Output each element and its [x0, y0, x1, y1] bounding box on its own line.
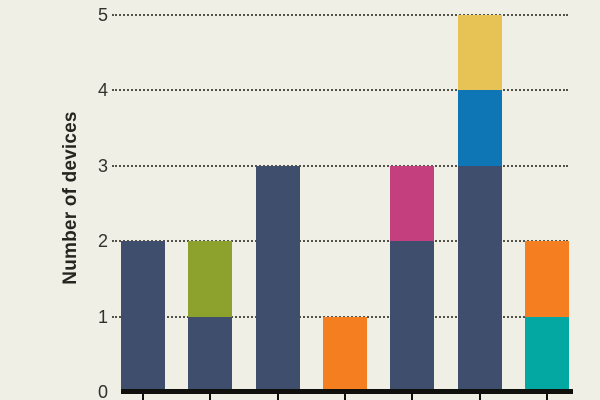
gridline-y-3 [112, 164, 568, 167]
bar-6-segment-navy [457, 165, 502, 392]
bar-2-segment-olive [188, 241, 233, 317]
x-axis-tick-7 [545, 394, 548, 400]
bar-2 [188, 241, 233, 392]
bar-5 [390, 165, 435, 392]
bar-7-segment-teal [524, 316, 569, 392]
bar-1-segment-navy [121, 241, 165, 392]
bar-3-segment-navy [255, 165, 300, 392]
bar-6-segment-blue [457, 90, 502, 166]
bar-7-segment-orange [524, 241, 569, 317]
y-tick-label-1: 1 [97, 306, 108, 327]
gridline-y-5 [112, 13, 568, 16]
bar-7 [524, 241, 569, 392]
bar-3 [255, 165, 300, 392]
gridline-y-2 [112, 240, 568, 242]
bar-5-segment-navy [390, 241, 435, 392]
y-tick-label-4: 4 [97, 80, 108, 100]
bar-2-segment-navy [188, 316, 233, 392]
bar-1 [121, 241, 165, 392]
bar-5-segment-magenta [390, 165, 435, 241]
y-axis-title: Number of devices [60, 111, 81, 285]
x-axis-line [121, 389, 573, 394]
y-tick-label-3: 3 [97, 155, 108, 176]
x-axis-tick-4 [343, 394, 346, 400]
x-axis-tick-5 [411, 394, 414, 400]
x-axis-tick-1 [142, 394, 144, 400]
x-axis-tick-2 [209, 394, 212, 400]
y-tick-label-0: 0 [97, 382, 108, 400]
gridline-y-4 [112, 89, 568, 91]
bar-6-segment-yellow [457, 14, 502, 90]
x-axis-tick-6 [478, 394, 481, 400]
bar-4-segment-orange [322, 316, 367, 392]
x-axis-tick-3 [276, 394, 279, 400]
y-tick-label-2: 2 [97, 231, 108, 251]
y-tick-label-5: 5 [97, 4, 108, 25]
bar-4 [322, 316, 367, 392]
bar-6 [457, 14, 502, 392]
